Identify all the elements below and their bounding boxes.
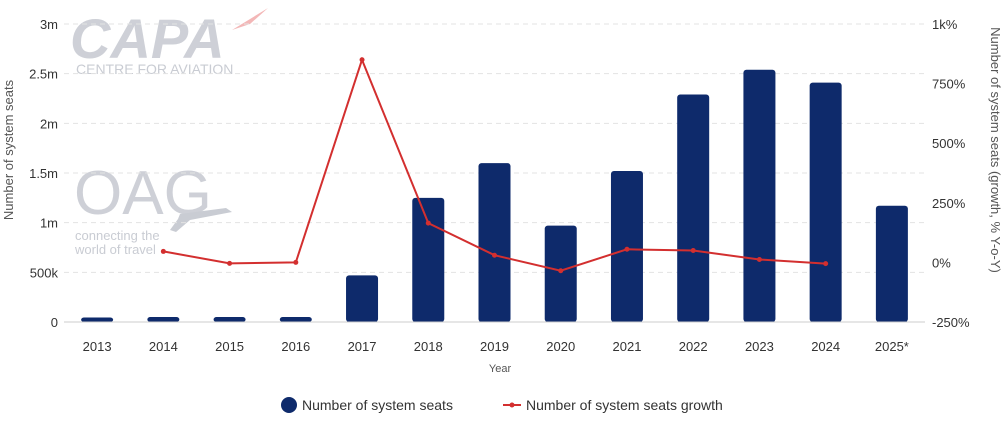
x-tick-label: 2025* <box>875 339 909 354</box>
line-point[interactable] <box>624 246 630 252</box>
line-point[interactable] <box>359 57 365 63</box>
y-tick-label: 1m <box>40 216 58 231</box>
y-axis-left: 0 500k 1m 1.5m 2m 2.5m 3m <box>29 17 58 330</box>
legend-marker-bar <box>281 397 297 413</box>
line-point[interactable] <box>823 261 829 267</box>
line-point[interactable] <box>293 259 299 265</box>
x-tick-label: 2019 <box>480 339 509 354</box>
x-tick-label: 2013 <box>83 339 112 354</box>
bar[interactable] <box>809 82 842 323</box>
y2-axis-title: Number of system seats (growth, % Y-o-Y) <box>988 27 1003 273</box>
bar[interactable] <box>743 69 776 323</box>
x-tick-label: 2015 <box>215 339 244 354</box>
capa-swoosh-icon <box>232 8 268 30</box>
x-tick-label: 2022 <box>679 339 708 354</box>
line-point[interactable] <box>492 252 497 258</box>
bar[interactable] <box>213 317 246 322</box>
x-tick-label: 2014 <box>149 339 178 354</box>
legend: Number of system seats Number of system … <box>281 397 723 413</box>
bar[interactable] <box>677 94 710 322</box>
bar[interactable] <box>478 163 511 322</box>
x-axis: 2013 2014 2015 2016 2017 2018 2019 2020 2021 2022… <box>83 339 909 354</box>
y2-tick-label: 500% <box>932 136 966 151</box>
bar[interactable] <box>875 205 908 322</box>
line-series <box>160 56 829 274</box>
legend-marker-point <box>509 402 515 408</box>
oag-tagline-line-2: world of travel <box>74 242 156 257</box>
x-tick-label: 2017 <box>348 339 377 354</box>
y-tick-label: 0 <box>51 315 58 330</box>
x-tick-label: 2024 <box>811 339 840 354</box>
y2-tick-label: 0% <box>932 255 951 270</box>
bar[interactable] <box>412 197 445 322</box>
y-tick-label: 1.5m <box>29 166 58 181</box>
x-tick-label: 2021 <box>613 339 642 354</box>
oag-tagline-line-1: connecting the <box>75 228 160 243</box>
line-point[interactable] <box>425 220 431 226</box>
capa-logo: CAPA <box>70 7 225 70</box>
line-point[interactable] <box>756 257 762 263</box>
bar[interactable] <box>544 225 577 322</box>
bar[interactable] <box>279 317 312 322</box>
x-tick-label: 2023 <box>745 339 774 354</box>
plane-icon <box>170 208 232 232</box>
bar[interactable] <box>81 317 114 322</box>
line-point[interactable] <box>227 260 233 266</box>
bar[interactable] <box>147 317 180 322</box>
y2-tick-label: -250% <box>932 315 970 330</box>
legend-item-growth[interactable]: Number of system seats growth <box>503 397 723 413</box>
bar[interactable] <box>610 171 643 322</box>
capa-tagline: CENTRE FOR AVIATION <box>76 61 233 77</box>
legend-label-seats: Number of system seats <box>302 397 453 413</box>
y-tick-label: 3m <box>40 17 58 32</box>
line-point[interactable] <box>160 248 166 254</box>
legend-item-seats[interactable]: Number of system seats <box>281 397 453 413</box>
y2-tick-label: 250% <box>932 196 966 211</box>
line-point[interactable] <box>558 268 564 274</box>
line-point[interactable] <box>690 247 696 253</box>
y2-tick-label: 1k% <box>932 17 958 32</box>
legend-label-growth: Number of system seats growth <box>526 397 723 413</box>
y-axis-right: -250% 0% 250% 500% 750% 1k% <box>932 17 970 330</box>
y-tick-label: 2.5m <box>29 67 58 82</box>
x-tick-label: 2020 <box>546 339 575 354</box>
x-tick-label: 2018 <box>414 339 443 354</box>
bar[interactable] <box>346 275 379 322</box>
y-axis-title: Number of system seats <box>1 79 16 220</box>
x-axis-title: Year <box>489 363 512 375</box>
y-tick-label: 2m <box>40 116 58 131</box>
y2-tick-label: 750% <box>932 77 966 92</box>
watermark-group: CAPA CENTRE FOR AVIATION OAG connecting … <box>70 7 268 257</box>
x-tick-label: 2016 <box>281 339 310 354</box>
y-tick-label: 500k <box>30 265 59 280</box>
